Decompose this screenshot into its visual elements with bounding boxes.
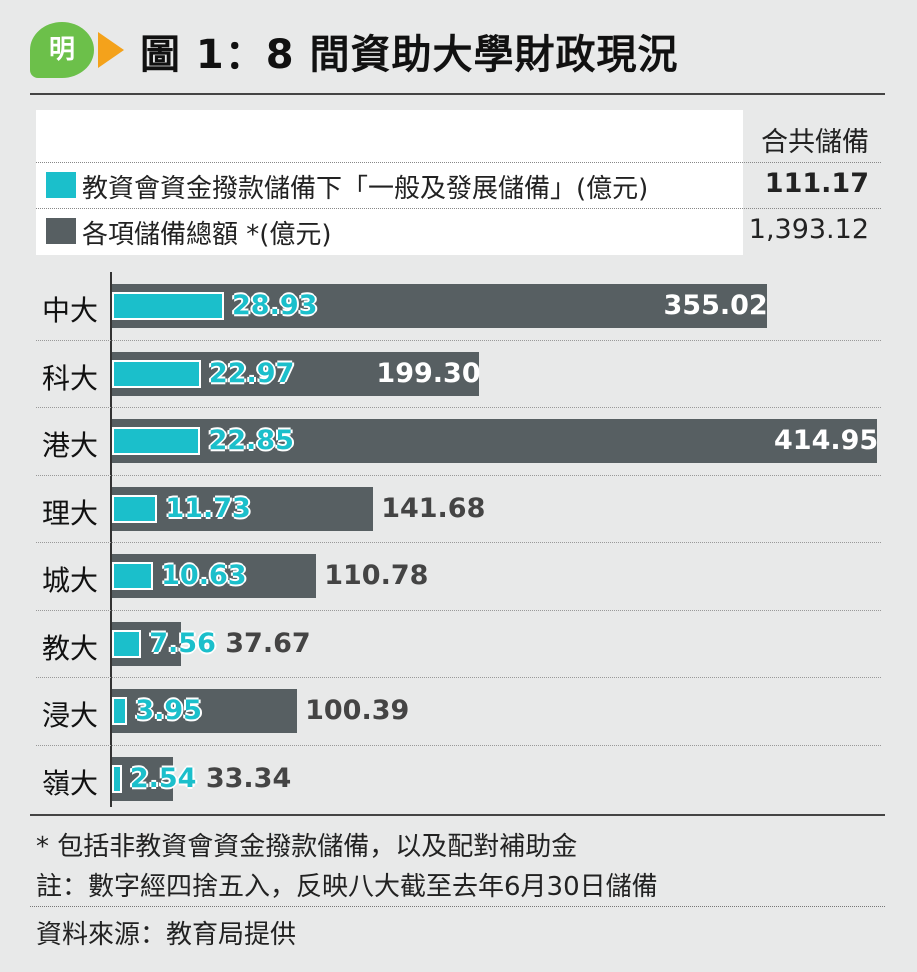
category-label: 理大 [42, 496, 99, 530]
legend-table: 合共儲備 教資會資金撥款儲備下「一般及發展儲備」(億元) 111.17 各項儲備… [36, 110, 881, 255]
total-reserves-bar [112, 689, 298, 733]
legend-row-total: 各項儲備總額 *(億元) 1,393.12 [36, 208, 881, 254]
ugc-reserves-bar [112, 359, 201, 388]
ugc-reserves-bar [112, 494, 158, 523]
total-reserves-bar [112, 419, 877, 463]
legend-label-ugc: 教資會資金撥款儲備下「一般及發展儲備」(億元) [82, 174, 649, 204]
category-label: 教大 [42, 631, 99, 665]
footnote-reserves: * 包括非教資會資金撥款儲備，以及配對補助金 [36, 832, 578, 862]
ugc-reserves-bar [112, 764, 122, 793]
ugc-reserves-bar [112, 629, 142, 658]
bar-chart: 中大 28.93 355.02 科大 22.97 199.30 港大 22.85 414.95 理… [0, 272, 917, 812]
legend-value-total: 1,393.12 [748, 214, 869, 245]
source-note: 資料來源：教育局提供 [36, 920, 297, 950]
ugc-value-label: 2.54 [129, 762, 197, 794]
ugc-value-label: 7.56 [149, 627, 216, 659]
row-separator [36, 474, 881, 476]
row-separator [36, 542, 881, 543]
category-label: 科大 [42, 361, 99, 395]
row-separator [36, 744, 881, 746]
arrow-icon [98, 32, 124, 68]
legend-value-ugc: 111.17 [764, 168, 869, 199]
ugc-reserves-bar [112, 697, 128, 725]
row-separator [36, 609, 881, 611]
total-value-label: 110.78 [324, 560, 429, 591]
category-label: 中大 [42, 294, 99, 327]
ugc-reserves-bar [112, 427, 201, 455]
footer-divider [30, 814, 885, 816]
legend-label-total: 各項儲備總額 *(億元) [82, 220, 332, 250]
footer-divider [30, 906, 885, 907]
footnote-rounding: 註：數字經四捨五入，反映八大截至去年6月30日儲備 [36, 872, 658, 902]
total-reserves-bar [112, 756, 174, 801]
legend-row-ugc: 教資會資金撥款儲備下「一般及發展儲備」(億元) 111.17 [36, 162, 881, 208]
total-value-label: 355.02 [663, 290, 768, 321]
total-value-label: 100.39 [305, 695, 410, 726]
total-value-label: 37.67 [225, 627, 311, 659]
y-axis [110, 272, 112, 807]
ugc-reserves-bar [112, 292, 224, 320]
cyan-swatch-icon [46, 172, 76, 198]
logo-text: 明 [48, 35, 75, 65]
category-label: 嶺大 [42, 766, 99, 800]
ugc-value-label: 3.95 [135, 695, 202, 726]
legend-divider [36, 162, 881, 163]
row-separator [36, 677, 881, 678]
ugc-value-label: 22.85 [208, 425, 294, 456]
legend-divider [36, 208, 881, 209]
category-label: 浸大 [42, 699, 99, 732]
ugc-value-label: 22.97 [208, 357, 295, 389]
total-value-label: 414.95 [774, 425, 879, 456]
ugc-reserves-bar [112, 562, 154, 590]
legend-column-header: 合共儲備 [761, 127, 869, 158]
grey-swatch-icon [46, 218, 76, 244]
newspaper-logo: 明 [30, 22, 94, 78]
ugc-value-label: 11.73 [165, 492, 251, 524]
ugc-value-label: 28.93 [232, 290, 318, 321]
total-value-label: 33.34 [205, 762, 292, 794]
category-label: 城大 [42, 564, 99, 597]
total-value-label: 141.68 [381, 492, 486, 524]
chart-header: 明 圖 1：8 間資助大學財政現況 [0, 0, 917, 96]
total-value-label: 199.30 [376, 357, 481, 389]
legend-value-column [743, 110, 881, 255]
row-separator [36, 339, 881, 341]
header-divider [30, 93, 885, 95]
ugc-value-label: 10.63 [161, 560, 247, 591]
row-separator [36, 407, 881, 408]
chart-title: 圖 1：8 間資助大學財政現況 [140, 32, 679, 78]
category-label: 港大 [42, 429, 99, 462]
